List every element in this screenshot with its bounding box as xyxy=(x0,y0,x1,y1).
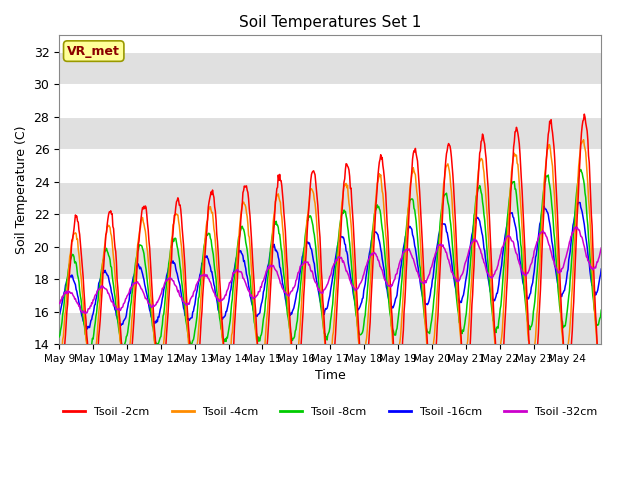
Bar xyxy=(59,51,601,84)
Bar xyxy=(59,181,601,214)
Bar xyxy=(59,117,601,149)
Text: VR_met: VR_met xyxy=(67,45,120,58)
Bar xyxy=(59,247,601,279)
Bar xyxy=(59,312,601,344)
Title: Soil Temperatures Set 1: Soil Temperatures Set 1 xyxy=(239,15,421,30)
Y-axis label: Soil Temperature (C): Soil Temperature (C) xyxy=(15,125,28,254)
X-axis label: Time: Time xyxy=(315,370,346,383)
Legend: Tsoil -2cm, Tsoil -4cm, Tsoil -8cm, Tsoil -16cm, Tsoil -32cm: Tsoil -2cm, Tsoil -4cm, Tsoil -8cm, Tsoi… xyxy=(58,402,602,421)
